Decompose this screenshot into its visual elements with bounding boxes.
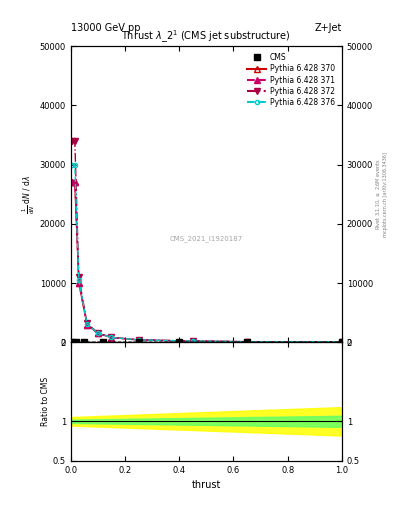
- Text: 13000 GeV pp: 13000 GeV pp: [71, 23, 140, 33]
- Text: CMS_2021_I1920187: CMS_2021_I1920187: [170, 235, 243, 242]
- Y-axis label: Ratio to CMS: Ratio to CMS: [41, 377, 50, 426]
- Title: Thrust $\lambda\_2^1$ (CMS jet substructure): Thrust $\lambda\_2^1$ (CMS jet substruct…: [121, 29, 291, 46]
- Text: Rivet 3.1.10, $\geq$ 2.6M events
mcplots.cern.ch [arXiv:1306.3436]: Rivet 3.1.10, $\geq$ 2.6M events mcplots…: [375, 152, 388, 237]
- X-axis label: thrust: thrust: [192, 480, 221, 490]
- Text: Z+Jet: Z+Jet: [314, 23, 342, 33]
- Y-axis label: $\frac{1}{\mathrm{d}N}$ $\mathrm{d}N$ / $\mathrm{d}\lambda$: $\frac{1}{\mathrm{d}N}$ $\mathrm{d}N$ / …: [20, 175, 37, 214]
- Legend: CMS, Pythia 6.428 370, Pythia 6.428 371, Pythia 6.428 372, Pythia 6.428 376: CMS, Pythia 6.428 370, Pythia 6.428 371,…: [244, 50, 338, 110]
